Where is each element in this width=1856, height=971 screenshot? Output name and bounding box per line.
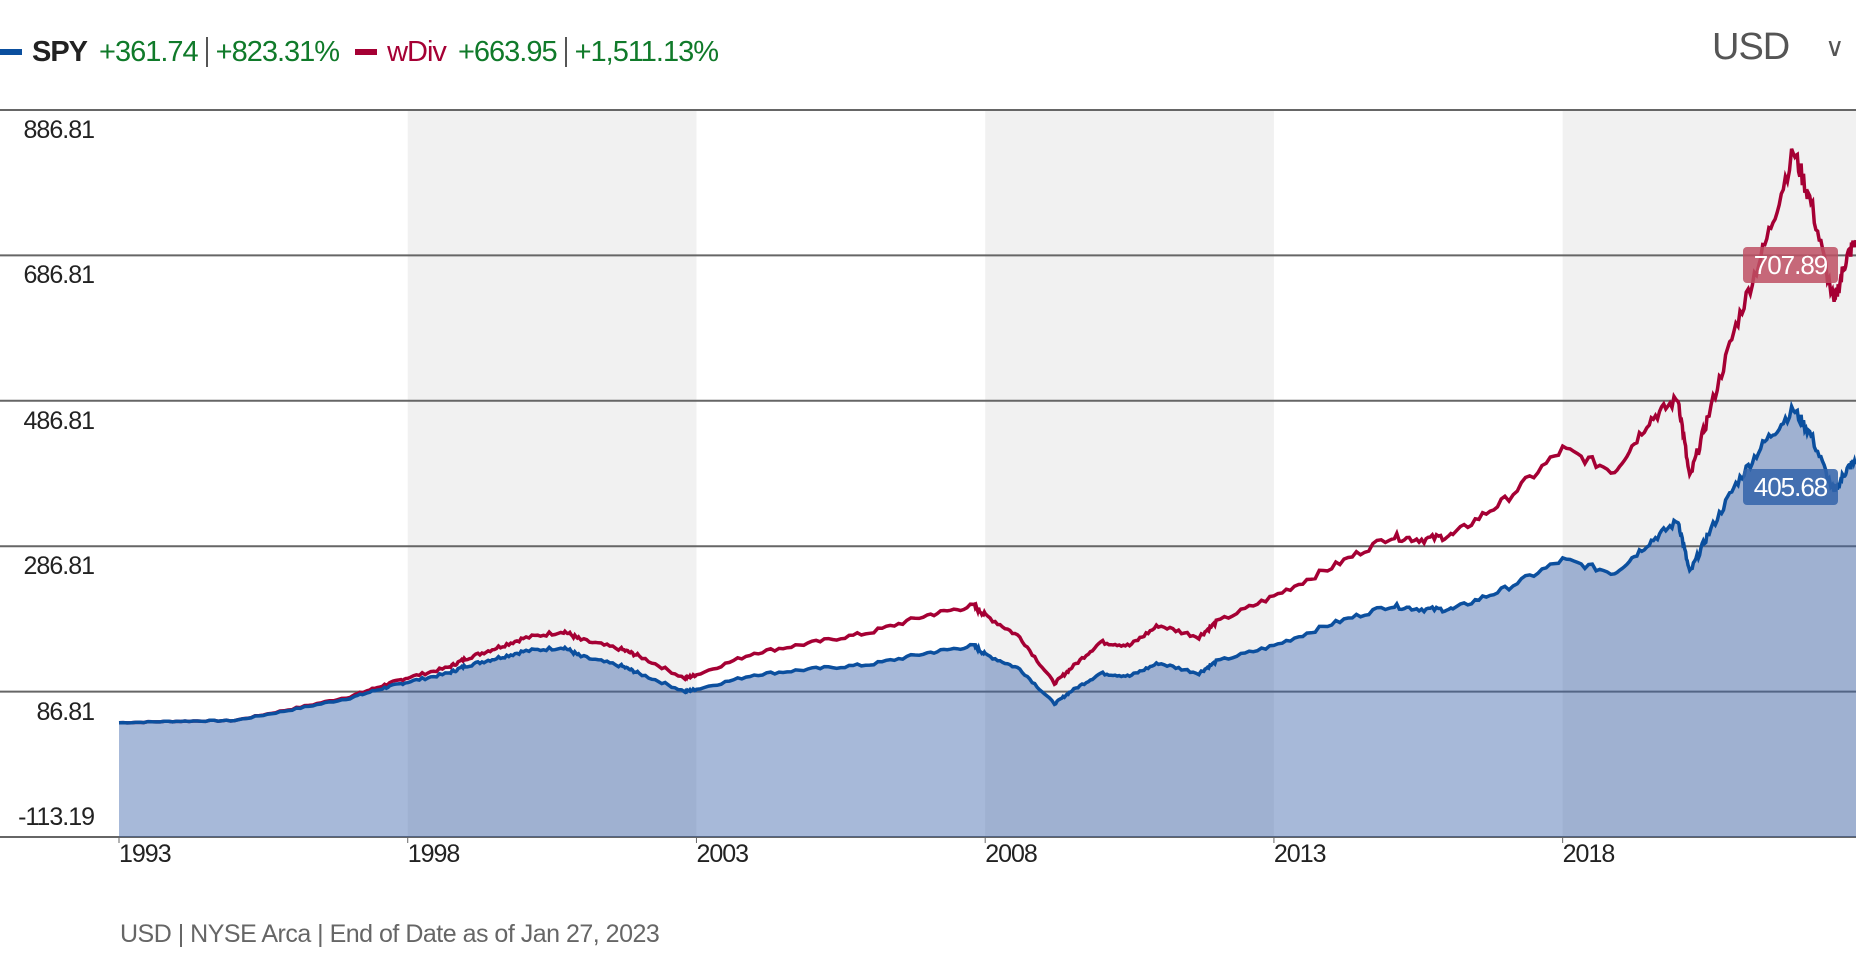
wdiv-swatch xyxy=(355,49,378,55)
divider xyxy=(564,37,567,67)
shaded-period xyxy=(985,110,1274,837)
spy-swatch xyxy=(0,49,22,55)
y-tick-label: 486.81 xyxy=(23,406,95,435)
legend-wdiv-change-pct: +1,511.13% xyxy=(574,35,719,68)
y-tick-label: -113.19 xyxy=(18,803,95,831)
legend-spy-name: SPY xyxy=(32,35,88,68)
chart-footer: USD | NYSE Arca | End of Date as of Jan … xyxy=(120,920,660,948)
y-tick-label: 86.81 xyxy=(36,697,95,726)
wdiv-line xyxy=(118,148,1856,725)
x-tick-label: 2018 xyxy=(1562,840,1616,868)
x-tick-label: 1993 xyxy=(119,840,172,868)
x-tick-label: 2003 xyxy=(696,840,749,868)
currency-selector[interactable]: USD ∨ xyxy=(1712,26,1844,69)
legend-wdiv-name: wDiv xyxy=(387,35,447,68)
spy-line xyxy=(118,400,1856,725)
y-tick-label: 686.81 xyxy=(23,261,95,290)
y-tick-label: 886.81 xyxy=(23,116,95,144)
chevron-down-icon: ∨ xyxy=(1825,32,1844,62)
spy-area xyxy=(119,406,1856,837)
legend-spy-change-pct: +823.31% xyxy=(215,35,340,68)
currency-value: USD xyxy=(1712,26,1790,68)
x-tick-label: 2013 xyxy=(1273,840,1327,868)
shaded-period xyxy=(407,110,697,837)
legend-spy-change: +361.74 xyxy=(99,35,199,68)
divider xyxy=(205,37,208,67)
spy-end-value-badge: 405.68 xyxy=(1743,469,1838,505)
x-tick-label: 2008 xyxy=(985,840,1038,868)
x-tick-label: 1998 xyxy=(407,840,461,868)
wdiv-end-value-badge: 707.89 xyxy=(1743,247,1838,283)
chart-legend: SPY +361.74 +823.31% wDiv +663.95 +1,511… xyxy=(0,34,719,70)
y-tick-label: 286.81 xyxy=(23,552,95,581)
legend-wdiv-change: +663.95 xyxy=(457,35,558,68)
